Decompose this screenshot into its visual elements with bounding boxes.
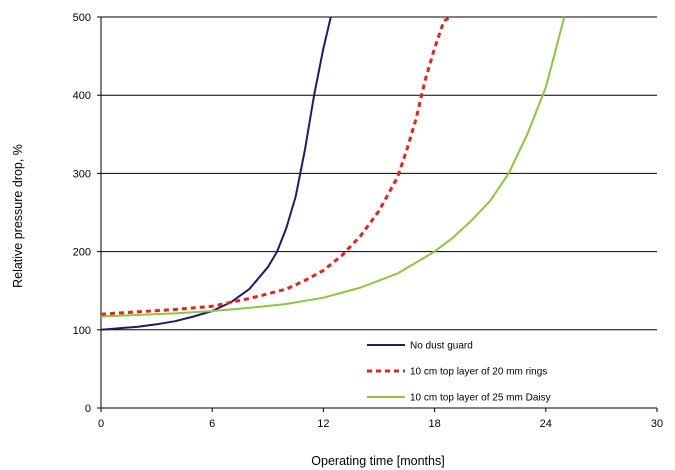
- series-line-1: [100, 15, 452, 316]
- legend-label-1: 10 cm top layer of 20 mm rings: [410, 367, 547, 378]
- x-tick-label-4: 24: [540, 418, 552, 430]
- grid-lines: [101, 16, 657, 331]
- legend-label-0: No dust guard: [410, 341, 473, 352]
- x-tick-label-3: 18: [428, 418, 440, 430]
- y-tick-labels: 0 100 200 300 400 500: [73, 12, 101, 415]
- series-lines: [100, 15, 566, 331]
- x-tick-label-1: 6: [209, 418, 215, 430]
- y-tick-label-3: 300: [73, 168, 91, 180]
- x-tick-label-0: 0: [98, 418, 104, 430]
- y-tick-label-0: 0: [85, 403, 91, 415]
- y-tick-label-5: 500: [73, 12, 91, 24]
- legend: No dust guard 10 cm top layer of 20 mm ri…: [367, 341, 551, 404]
- y-axis-title: Relative pressure drop, %: [11, 144, 25, 288]
- x-tick-label-5: 30: [651, 418, 663, 430]
- y-tick-label-4: 400: [73, 90, 91, 102]
- x-axis-title: Operating time [months]: [311, 454, 444, 468]
- series-line-0: [100, 16, 332, 331]
- legend-label-2: 10 cm top layer of 25 mm Daisy: [410, 393, 551, 404]
- x-tick-labels: 0 6 12 18 24 30: [98, 408, 663, 430]
- x-tick-label-2: 12: [317, 418, 329, 430]
- y-tick-label-2: 200: [73, 247, 91, 259]
- y-tick-label-1: 100: [73, 325, 91, 337]
- series-line-2: [100, 16, 566, 318]
